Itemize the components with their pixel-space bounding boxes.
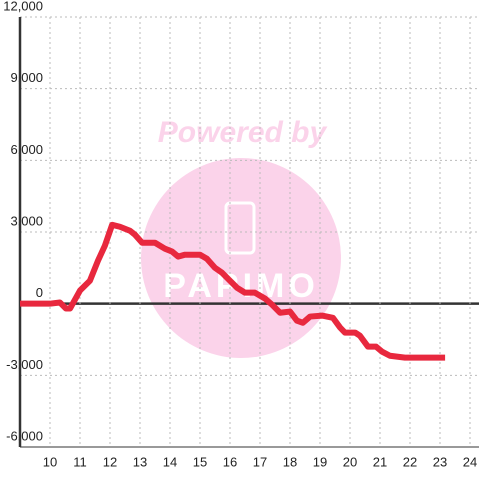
y-tick-label: 3,000 — [10, 213, 43, 228]
y-tick-label: 0 — [36, 285, 43, 300]
x-tick-label: 10 — [43, 454, 57, 469]
x-tick-label: 20 — [343, 454, 357, 469]
watermark-logo: PAPIMO — [163, 267, 319, 305]
x-tick-label: 14 — [163, 454, 177, 469]
x-tick-label: 16 — [223, 454, 237, 469]
data-line — [20, 221, 446, 361]
x-tick-label: 13 — [133, 454, 147, 469]
y-tick-label: -6,000 — [6, 428, 43, 443]
x-tick-label: 22 — [403, 454, 417, 469]
x-tick-label: 18 — [283, 454, 297, 469]
y-tick-label: 6,000 — [10, 142, 43, 157]
x-tick-label: 11 — [73, 454, 87, 469]
y-tick-label: 9,000 — [10, 70, 43, 85]
watermark-circle — [141, 158, 341, 358]
x-tick-label: 21 — [373, 454, 387, 469]
x-tick-label: 19 — [313, 454, 327, 469]
x-tick-label: 24 — [463, 454, 477, 469]
x-tick-label: 17 — [253, 454, 267, 469]
y-tick-label: 12,000 — [3, 0, 43, 13]
x-tick-label: 23 — [433, 454, 447, 469]
y-tick-label: -3,000 — [6, 357, 43, 372]
watermark-icon — [224, 201, 256, 255]
watermark-text: Powered by — [158, 116, 328, 149]
x-tick-label: 15 — [193, 454, 207, 469]
x-tick-label: 12 — [103, 454, 117, 469]
